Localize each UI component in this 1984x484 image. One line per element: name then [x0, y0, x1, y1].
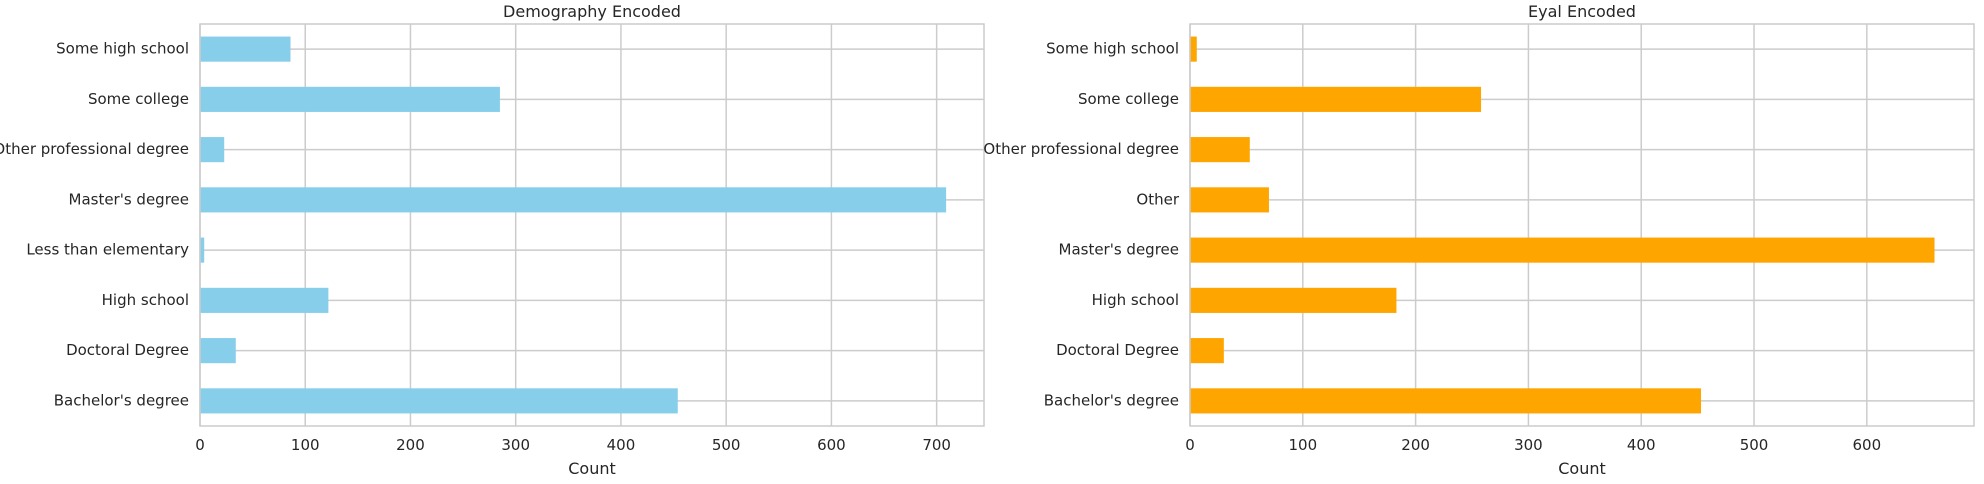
- bar: [200, 388, 678, 414]
- y-tick-label: Other: [1136, 190, 1179, 208]
- x-tick-label: 100: [291, 436, 320, 454]
- bar: [200, 237, 205, 263]
- bar: [200, 287, 329, 313]
- x-tick-label: 300: [501, 436, 530, 454]
- bar: [200, 86, 500, 112]
- bar: [200, 36, 291, 62]
- y-tick-label: Other professional degree: [983, 140, 1179, 158]
- y-tick-label: Bachelor's degree: [54, 391, 189, 409]
- y-tick-label: Bachelor's degree: [1044, 391, 1179, 409]
- chart-title: Demography Encoded: [503, 2, 681, 21]
- y-tick-label: Doctoral Degree: [66, 341, 189, 359]
- y-tick-label: High school: [102, 291, 189, 309]
- chart-1: Bachelor's degree Doctoral Degree High sch…: [0, 2, 985, 478]
- x-tick-label: 0: [1185, 436, 1195, 454]
- plot-area: [1190, 24, 1974, 426]
- x-tick-label: 500: [1740, 436, 1769, 454]
- y-tick-label: Doctoral Degree: [1056, 341, 1179, 359]
- x-tick-label: 300: [1514, 436, 1543, 454]
- x-tick-label: 600: [817, 436, 846, 454]
- y-tick-label: Some high school: [1046, 40, 1179, 58]
- x-tick-label: 100: [1288, 436, 1317, 454]
- bar: [200, 137, 225, 163]
- bar: [1190, 187, 1269, 213]
- bar: [1190, 287, 1397, 313]
- bar: [1190, 338, 1224, 364]
- x-axis-label: Count: [1558, 459, 1606, 478]
- chart-title: Eyal Encoded: [1528, 2, 1636, 21]
- plot-area: [200, 24, 984, 426]
- bar: [1190, 137, 1250, 163]
- x-tick-label: 400: [1627, 436, 1656, 454]
- x-tick-label: 700: [922, 436, 951, 454]
- x-tick-label: 0: [195, 436, 205, 454]
- y-tick-label: Master's degree: [1059, 241, 1180, 259]
- bar: [1190, 237, 1935, 263]
- bar: [1190, 388, 1702, 414]
- bar: [200, 187, 947, 213]
- y-tick-label: Less than elementary: [26, 241, 189, 259]
- x-tick-label: 600: [1853, 436, 1882, 454]
- chart-2: Bachelor's degree Doctoral Degree High sch…: [983, 2, 1975, 478]
- x-tick-label: 200: [1401, 436, 1430, 454]
- plot-frame: [199, 23, 985, 427]
- bar: [1190, 86, 1482, 112]
- y-tick-label: Some college: [1078, 90, 1179, 108]
- y-tick-label: Other professional degree: [0, 140, 189, 158]
- x-tick-label: 500: [712, 436, 741, 454]
- y-tick-label: Master's degree: [69, 190, 190, 208]
- x-axis-label: Count: [568, 459, 616, 478]
- plot-frame: [1189, 23, 1975, 427]
- y-tick-label: Some high school: [56, 40, 189, 58]
- y-tick-label: Some college: [88, 90, 189, 108]
- y-tick-label: High school: [1092, 291, 1179, 309]
- bar: [1190, 36, 1197, 62]
- bar: [200, 338, 236, 364]
- x-tick-label: 400: [607, 436, 636, 454]
- x-tick-label: 200: [396, 436, 425, 454]
